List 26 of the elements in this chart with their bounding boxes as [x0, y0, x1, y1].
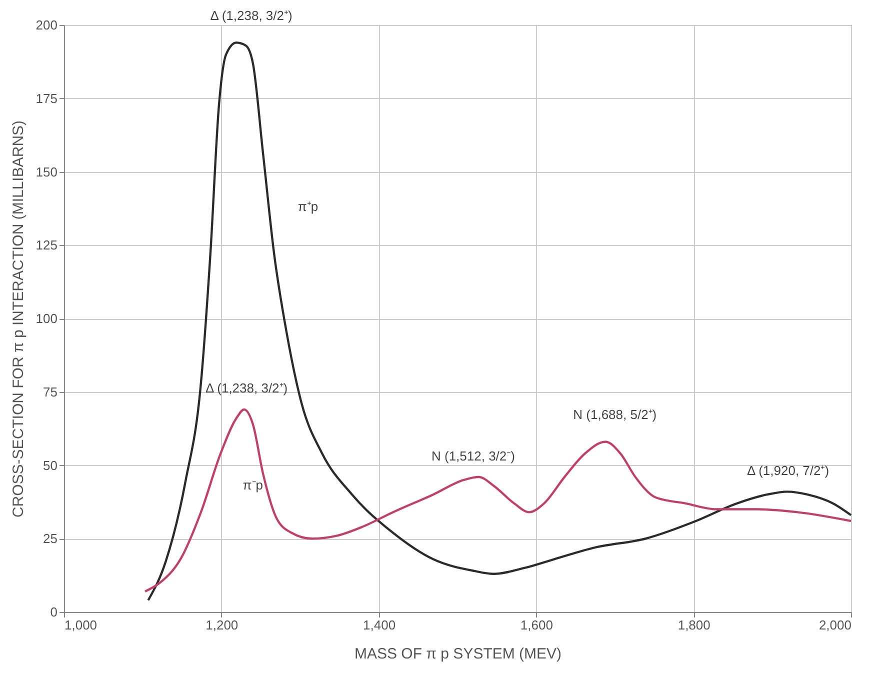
y-tick-label: 100 — [36, 311, 58, 326]
y-tick-label: 0 — [50, 604, 58, 620]
annotation: π⁺p — [298, 198, 318, 214]
annotation: π⁻p — [242, 478, 263, 493]
y-tick-label: 125 — [36, 238, 58, 253]
y-tick-label: 200 — [36, 18, 58, 32]
text: Δ (1,238, 3/2⁺) — [210, 8, 292, 23]
y-tick-label: 150 — [36, 164, 58, 180]
y-tick-label: 175 — [36, 90, 58, 106]
y-tick-label: 25 — [43, 531, 58, 546]
annotation: N (1,512, 3/2⁻) — [431, 448, 515, 464]
x-tick-label: 1,200 — [206, 618, 238, 632]
y-axis-title: CROSS-SECTION FOR π p INTERACTION (MILLIBARNS) — [10, 120, 27, 518]
x-tick-label: 2,000 — [818, 618, 852, 632]
line-series — [144, 408, 852, 593]
annotation: Δ (1,920, 7/2⁺) — [747, 462, 830, 478]
line-series — [147, 42, 852, 602]
x-tick-label: 1,800 — [678, 618, 710, 632]
x-tick-label: 1,400 — [363, 618, 396, 632]
annotation: Δ (1,238, 3/2⁺) — [206, 380, 288, 396]
y-tick-label: 75 — [43, 384, 58, 400]
x-tick-label: 1,600 — [520, 618, 553, 632]
annotation: N (1,688, 5/2⁺) — [573, 407, 657, 422]
y-tick-label: 50 — [43, 458, 58, 473]
x-axis-title: MASS OF π p SYSTEM (MEV) — [354, 646, 562, 662]
x-tick-label: 1,000 — [64, 618, 98, 632]
